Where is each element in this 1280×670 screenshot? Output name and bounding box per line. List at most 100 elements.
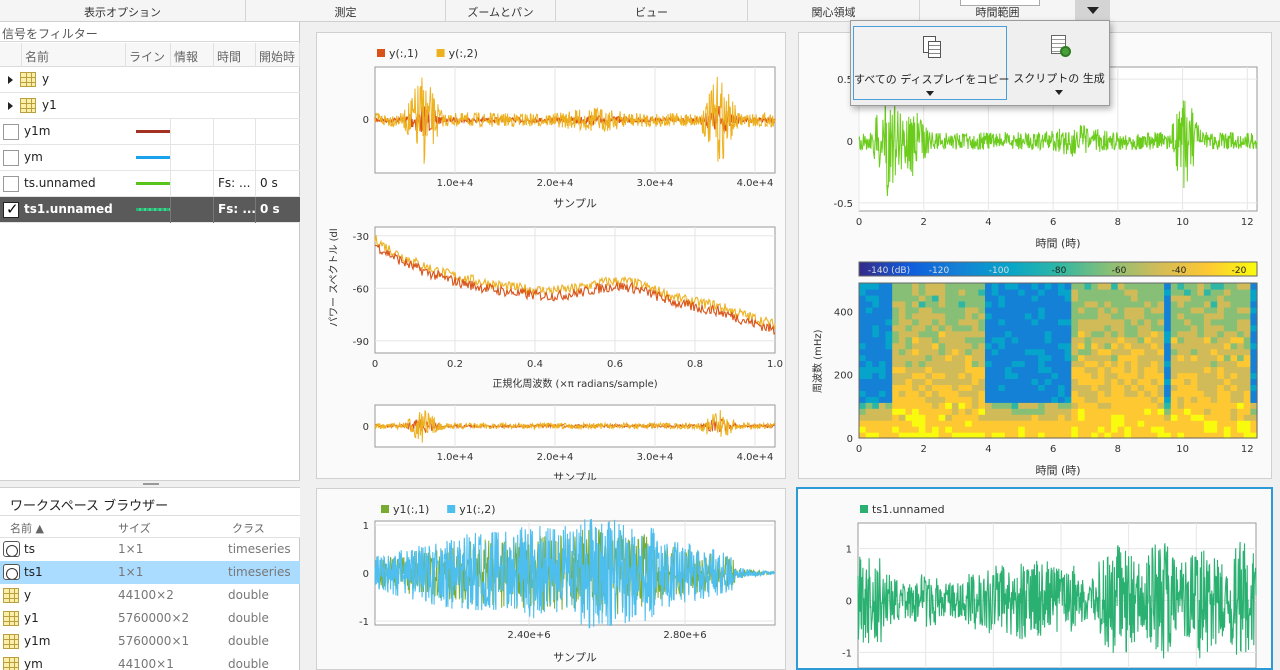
p5-cell (1064, 294, 1072, 302)
p5-cell (1104, 360, 1112, 368)
signal-filter-input[interactable]: 信号をフィルター (0, 22, 300, 42)
p5-cell (1190, 312, 1198, 320)
workspace-row[interactable]: ts1 1×1 timeseries (0, 561, 300, 584)
signal-row-ym[interactable]: ym (0, 145, 300, 171)
ws-header-class[interactable]: クラス (232, 522, 265, 535)
p5-cell (951, 354, 960, 362)
p5-cell (1051, 318, 1059, 326)
p5-cell (958, 318, 966, 326)
header-time[interactable]: 時間 (214, 43, 256, 67)
copy-all-displays-button[interactable]: すべての ディスプレイをコピー (853, 26, 1010, 100)
p5-cell (1237, 414, 1245, 421)
ws-var-size: 44100×2 (118, 588, 174, 602)
p5-cell (898, 294, 906, 302)
p5-cell (971, 372, 979, 379)
panel-splitter[interactable] (0, 480, 300, 488)
header-start-time[interactable]: 開始時 (256, 43, 300, 67)
expand-arrow-icon[interactable] (8, 102, 13, 110)
header-info[interactable]: 情報 (171, 43, 214, 67)
p5-cell (1217, 414, 1225, 421)
p5-cell (965, 432, 973, 439)
signal-checkbox[interactable] (3, 176, 19, 192)
p5-cell (892, 420, 900, 427)
section-measure[interactable]: 測定 (246, 0, 446, 22)
signal-checkbox[interactable] (3, 150, 19, 166)
p5-cell (1144, 354, 1152, 362)
p5-cell (1011, 432, 1019, 439)
signal-row-y[interactable]: y (0, 67, 300, 93)
header-line[interactable]: ライン (126, 43, 171, 67)
line-swatch[interactable] (136, 156, 170, 159)
p5-cell (1124, 384, 1132, 391)
p5-cell (1031, 312, 1039, 320)
section-zoom-pan[interactable]: ズームとパン (446, 0, 556, 22)
signal-row-y1[interactable]: y1 (0, 93, 300, 119)
section-time-range[interactable]: 時間範囲 (920, 0, 1076, 22)
p5-cell (1058, 432, 1066, 439)
header-check-col (0, 43, 22, 67)
generate-script-button[interactable]: スクリプトの 生成 (1011, 26, 1107, 100)
p5-cell (938, 366, 946, 374)
workspace-row[interactable]: y 44100×2 double (0, 584, 300, 607)
p5-cell (1038, 336, 1046, 344)
display-tile-3[interactable]: y1(:,1) y1(:,2) 2.40e+6 2.80e+6 1 0 -1 サンプル (316, 488, 786, 670)
display-tile-4-selected[interactable]: ts1.unnamed 1 0 -1 (796, 487, 1273, 670)
p5-cell (1137, 342, 1145, 350)
chevron-down-icon[interactable] (926, 91, 934, 96)
p5-cell (985, 414, 993, 421)
signal-row-ts1-unnamed[interactable]: ✓ ts1.unnamed Fs: ... 0 s (0, 197, 300, 223)
p5-cell (859, 414, 867, 421)
p5-cell (1170, 408, 1178, 415)
p5-cell (985, 378, 993, 385)
signal-row-y1m[interactable]: y1m (0, 119, 300, 145)
p5-cell (1164, 408, 1172, 415)
time-range-field[interactable] (960, 0, 1040, 6)
display-tile-2[interactable]: 0 2 4 6 8 10 12 0.5 0 -0.5 時間 (時) -140 (dB) -120 -100… (798, 32, 1272, 479)
chevron-down-icon[interactable] (1055, 90, 1063, 95)
p5-cell (865, 348, 873, 356)
p5-cell (978, 390, 986, 397)
p5-cell (938, 402, 946, 409)
p5-cell (1230, 294, 1238, 302)
p5-cell (951, 390, 960, 397)
line-swatch[interactable] (136, 208, 170, 211)
section-display-options[interactable]: 表示オプション (0, 0, 246, 22)
section-roi[interactable]: 関心領域 (748, 0, 920, 22)
workspace-row[interactable]: y1m 5760000×1 double (0, 630, 300, 653)
section-view[interactable]: ビュー (556, 0, 748, 22)
p5-cell (1243, 378, 1251, 385)
p5-cell (932, 283, 940, 290)
p5-cell (1018, 408, 1026, 415)
signal-checkbox-checked[interactable]: ✓ (3, 200, 19, 218)
ws-header-name[interactable]: 名前 ▲ (10, 522, 44, 535)
header-name[interactable]: 名前 (22, 43, 126, 67)
p5-cell (1011, 312, 1019, 320)
p5-cell (978, 294, 986, 302)
signal-row-ts-unnamed[interactable]: ts.unnamed Fs: ... 0 s (0, 171, 300, 197)
ws-header-size[interactable]: サイズ (118, 522, 151, 535)
plot-column-left[interactable]: y(:,1) y(:,2)1.0e+4 2.0e+4 3.0e+4 4.0e+40サンプ… (317, 33, 787, 484)
p5-cell (1164, 396, 1172, 403)
signal-checkbox[interactable] (3, 124, 19, 140)
p5-cell (1077, 396, 1086, 403)
p5-cell (1004, 402, 1013, 409)
p5-cell (1044, 390, 1052, 397)
display-tile-1[interactable]: y(:,1) y(:,2) 1.0e+4 2.0e+4 3.0e+4 4.0e+4 0 サンプ… (316, 32, 787, 484)
expand-arrow-icon[interactable] (8, 76, 13, 84)
share-dropdown-button[interactable] (1076, 0, 1110, 20)
p5-cell (1117, 402, 1125, 409)
workspace-row[interactable]: ts 1×1 timeseries (0, 538, 300, 561)
p5-cell (991, 306, 999, 314)
workspace-row[interactable]: y1 5760000×2 double (0, 607, 300, 630)
p5-cell (925, 426, 933, 433)
p5-cell (1131, 336, 1139, 344)
line-swatch[interactable] (136, 130, 170, 133)
line-swatch[interactable] (136, 182, 170, 185)
p5-cell (1230, 283, 1238, 290)
workspace-row[interactable]: ym 44100×1 double (0, 653, 300, 670)
p5-cell (985, 432, 993, 439)
p5-cell (1197, 289, 1205, 296)
p5-cell (1091, 372, 1099, 379)
